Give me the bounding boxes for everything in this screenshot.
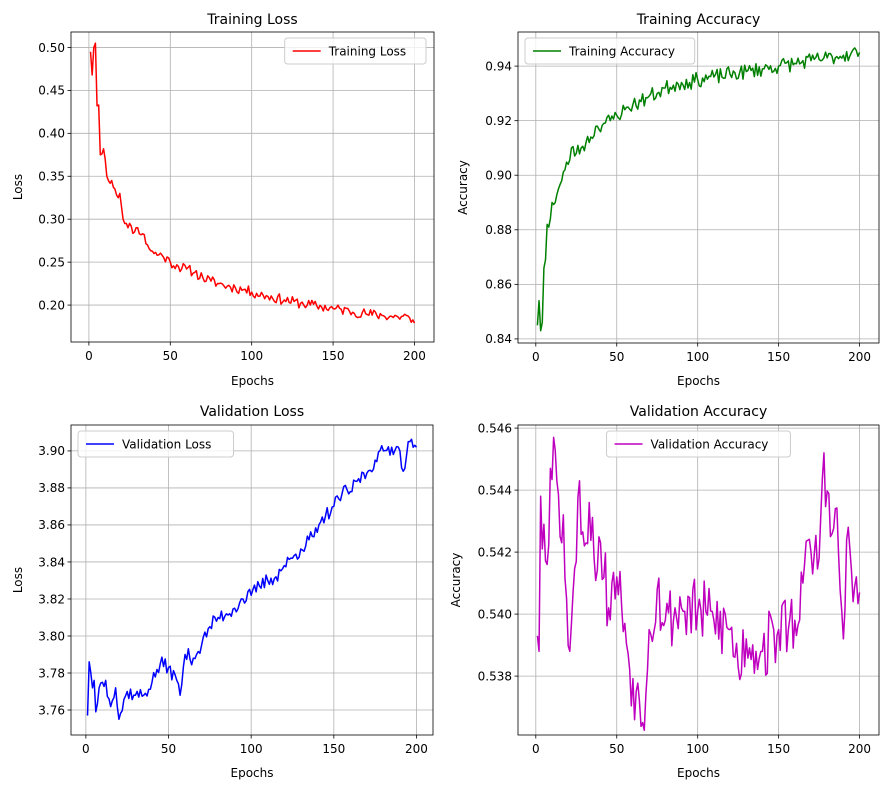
y-tick-label: 3.78	[38, 666, 65, 680]
y-tick-label: 0.92	[485, 114, 512, 128]
y-tick-label: 0.30	[38, 213, 65, 227]
y-tick-label: 0.90	[485, 169, 512, 183]
legend-label: Validation Accuracy	[651, 437, 769, 451]
x-tick-label: 150	[322, 742, 345, 756]
x-tick-label: 0	[85, 349, 93, 363]
training-loss-panel: 0 50 100 150 200 0.20 0.25 0.30 0.35 0.40 0.45 0.50…	[11, 12, 435, 388]
y-tick-label: 3.80	[38, 629, 65, 643]
y-tick-label: 0.45	[38, 84, 65, 98]
x-tick-label: 50	[609, 742, 624, 756]
y-tick-label: 3.88	[38, 481, 65, 495]
validation-accuracy-series-line	[536, 436, 861, 731]
x-tick-label: 150	[322, 349, 345, 363]
validation-accuracy-panel: 0 50 100 150 200 0.538 0.540 0.542 0.544 0.546 Val…	[449, 404, 880, 780]
x-tick-label: 100	[686, 742, 709, 756]
x-axis-label: Epochs	[231, 766, 274, 780]
y-tick-label: 3.82	[38, 592, 65, 606]
training-accuracy-panel: 0 50 100 150 200 0.84 0.86 0.88 0.90 0.92 0.94 Trai…	[456, 12, 880, 388]
y-tick-label: 0.86	[485, 278, 512, 292]
y-tick-label: 0.35	[38, 170, 65, 184]
x-tick-label: 150	[767, 742, 790, 756]
y-axis-label: Accuracy	[456, 160, 470, 215]
validation-loss-panel: 0 50 100 150 200 3.76 3.78 3.80 3.82 3.84 3.86 3.88…	[11, 404, 434, 780]
training-loss-grid	[71, 32, 434, 342]
y-tick-label: 0.544	[478, 483, 512, 497]
y-tick-label: 3.90	[38, 444, 65, 458]
x-tick-label: 100	[686, 350, 709, 364]
legend-box	[606, 430, 791, 458]
x-tick-label: 100	[240, 349, 263, 363]
validation-accuracy-title: Validation Accuracy	[630, 404, 768, 420]
y-tick-label: 3.84	[38, 555, 65, 569]
x-axis-label: Epochs	[677, 766, 720, 780]
validation-accuracy-axes-frame	[517, 424, 880, 736]
x-tick-label: 0	[532, 350, 540, 364]
validation-loss-series-line	[86, 438, 418, 721]
x-tick-label: 200	[848, 350, 871, 364]
x-tick-label: 50	[609, 350, 624, 364]
x-tick-label: 50	[163, 349, 178, 363]
training-accuracy-title: Training Accuracy	[636, 12, 761, 28]
y-tick-label: 0.94	[485, 59, 512, 73]
legend-box	[77, 430, 234, 458]
legend-label: Training Accuracy	[568, 44, 675, 58]
validation-loss-title: Validation Loss	[200, 404, 304, 420]
x-tick-label: 200	[403, 349, 426, 363]
x-tick-label: 150	[767, 350, 790, 364]
y-tick-label: 0.540	[478, 607, 512, 621]
training-loss-axes-frame	[70, 31, 435, 343]
x-axis-label: Epochs	[231, 374, 274, 388]
legend-box	[284, 37, 427, 65]
x-tick-label: 100	[240, 742, 263, 756]
legend-label: Training Loss	[328, 44, 406, 58]
validation-loss-axes-frame	[70, 424, 434, 736]
y-tick-label: 0.542	[478, 545, 512, 559]
training-loss-title: Training Loss	[206, 12, 297, 28]
training-accuracy-axes-frame	[517, 31, 880, 344]
x-tick-label: 50	[161, 742, 176, 756]
y-tick-label: 0.20	[38, 298, 65, 312]
training-loss-series-line	[89, 42, 416, 324]
y-axis-label: Loss	[11, 174, 25, 200]
x-tick-label: 200	[848, 742, 871, 756]
y-tick-label: 3.86	[38, 518, 65, 532]
training-accuracy-grid	[518, 32, 879, 343]
validation-loss-grid	[71, 425, 433, 735]
training-accuracy-series-line	[536, 47, 861, 332]
y-tick-label: 0.50	[38, 41, 65, 55]
y-axis-label: Accuracy	[449, 553, 463, 608]
y-tick-label: 3.76	[38, 703, 65, 717]
x-axis-label: Epochs	[677, 374, 720, 388]
x-tick-label: 0	[82, 742, 90, 756]
y-tick-label: 0.25	[38, 255, 65, 269]
training-loss-legend: Training Loss	[284, 37, 427, 65]
validation-loss-legend: Validation Loss	[77, 430, 234, 458]
x-tick-label: 0	[532, 742, 540, 756]
y-tick-label: 0.88	[485, 223, 512, 237]
x-tick-label: 200	[405, 742, 428, 756]
y-axis-label: Loss	[11, 567, 25, 593]
validation-accuracy-legend: Validation Accuracy	[606, 430, 791, 458]
y-tick-label: 0.40	[38, 127, 65, 141]
y-tick-label: 0.538	[478, 669, 512, 683]
legend-label: Validation Loss	[122, 437, 211, 451]
y-tick-label: 0.546	[478, 421, 512, 435]
legend-box	[524, 37, 696, 65]
y-tick-label: 0.84	[485, 332, 512, 346]
training-accuracy-legend: Training Accuracy	[524, 37, 696, 65]
